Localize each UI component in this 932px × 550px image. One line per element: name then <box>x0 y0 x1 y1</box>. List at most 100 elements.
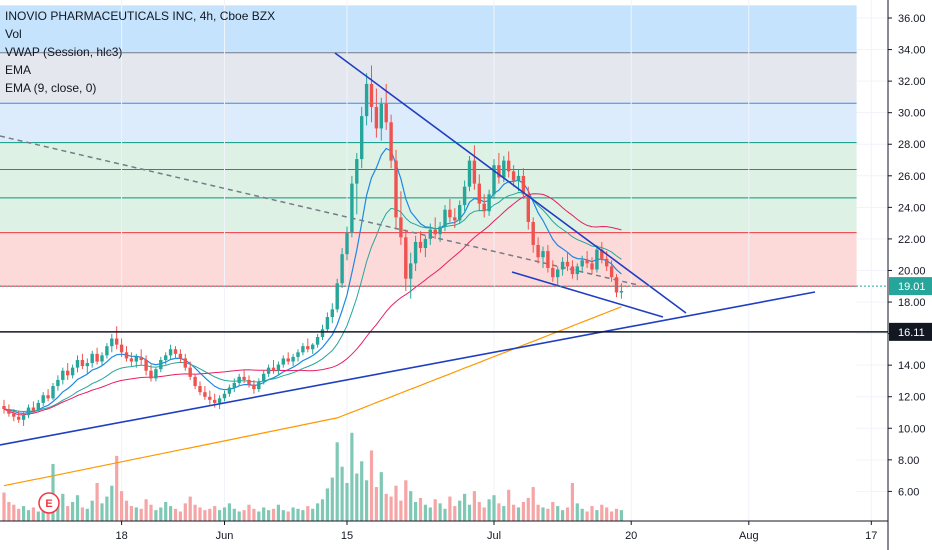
volume-bar <box>291 507 295 521</box>
volume-bar <box>237 511 241 521</box>
volume-bar <box>61 493 65 521</box>
volume-bar <box>614 508 619 521</box>
volume-bar <box>516 507 521 521</box>
candle-body <box>110 338 114 347</box>
earnings-marker: E <box>38 492 60 514</box>
trend-lines <box>0 52 816 446</box>
candle-body <box>556 269 560 278</box>
candle-body <box>193 376 197 387</box>
candle-body <box>467 160 472 187</box>
candle-body <box>257 381 261 390</box>
volume-bar <box>208 508 212 521</box>
candle-body <box>565 261 570 267</box>
volume-bar <box>556 506 560 521</box>
candle-body <box>379 103 383 129</box>
candle-body <box>492 165 496 195</box>
candle-body <box>350 183 354 233</box>
level-price-badge: 16.11 <box>889 322 932 341</box>
volume-bar <box>443 508 447 521</box>
volume-bar <box>448 496 452 521</box>
last-price-badge-bg <box>889 277 932 296</box>
candle-body <box>590 263 594 270</box>
candle-body <box>301 346 305 353</box>
volume-bar <box>115 455 119 521</box>
volume-bar <box>276 504 280 521</box>
candle-body <box>237 376 241 383</box>
volume-bar <box>183 503 187 521</box>
candle-body <box>487 194 491 212</box>
candle-body <box>271 367 276 371</box>
volume-bar <box>26 510 31 521</box>
volume-bar <box>7 502 11 521</box>
time-axis-background <box>0 521 932 550</box>
level-price-label: 16.11 <box>898 327 925 339</box>
candle-body <box>409 263 413 279</box>
candle-body <box>364 83 369 117</box>
volume-bars <box>2 432 623 521</box>
candle-body <box>173 349 178 354</box>
fib-zone <box>0 5 857 53</box>
candle-body <box>188 367 192 377</box>
volume-bar <box>286 511 290 521</box>
candle-body <box>600 249 604 259</box>
candle-body <box>570 266 575 275</box>
volume-bar <box>374 487 378 521</box>
volume-bar <box>575 503 579 521</box>
y-tick-label: 32.00 <box>898 76 926 88</box>
candle-body <box>462 186 467 206</box>
candle-body <box>164 355 168 360</box>
volume-bar <box>595 510 599 521</box>
volume-bar <box>320 499 325 521</box>
candle-body <box>124 352 129 359</box>
candle-body <box>320 329 325 337</box>
volume-bar <box>22 506 26 521</box>
candle-body <box>546 251 550 268</box>
candle-body <box>453 217 457 221</box>
candle-body <box>507 160 511 172</box>
candle-body <box>90 353 94 364</box>
volume-bar <box>46 508 50 521</box>
volume-bar <box>536 504 540 521</box>
vwap-line <box>3 193 622 416</box>
candle-body <box>526 194 530 222</box>
volume-bar <box>316 503 320 521</box>
volume-bar <box>120 491 124 521</box>
candle-body <box>286 358 290 362</box>
candle-body <box>198 386 202 393</box>
candle-body <box>369 83 374 107</box>
wedge-support-line <box>511 271 664 318</box>
candle-body <box>95 353 99 362</box>
volume-bar <box>139 508 143 521</box>
volume-bar <box>467 504 472 521</box>
candle-body <box>605 258 609 267</box>
candle-body <box>614 277 619 293</box>
candle-body <box>448 209 452 218</box>
candle-body <box>531 221 535 245</box>
candle-body <box>139 356 143 360</box>
candle-body <box>262 373 266 382</box>
volume-bar <box>546 508 550 521</box>
candle-body <box>129 358 134 362</box>
volume-bar <box>497 503 501 521</box>
volume-bar <box>399 500 403 521</box>
volume-bar <box>75 495 80 521</box>
candle-body <box>325 317 330 330</box>
candle-body <box>482 203 486 212</box>
volume-bar <box>369 450 374 521</box>
candle-body <box>580 260 584 267</box>
ema-line <box>3 191 622 413</box>
volume-bar <box>271 508 276 521</box>
candle-body <box>311 344 315 350</box>
volume-bar <box>66 506 70 521</box>
candle-body <box>541 251 545 258</box>
candle-body <box>159 359 163 370</box>
y-tick-label: 28.00 <box>898 139 926 151</box>
candle-body <box>438 226 442 235</box>
candle-body <box>291 356 295 362</box>
volume-bar <box>428 507 432 521</box>
volume-bar <box>487 499 491 521</box>
y-tick-label: 14.00 <box>898 360 926 372</box>
candle-body <box>516 175 521 181</box>
x-tick-label: Aug <box>739 530 759 542</box>
